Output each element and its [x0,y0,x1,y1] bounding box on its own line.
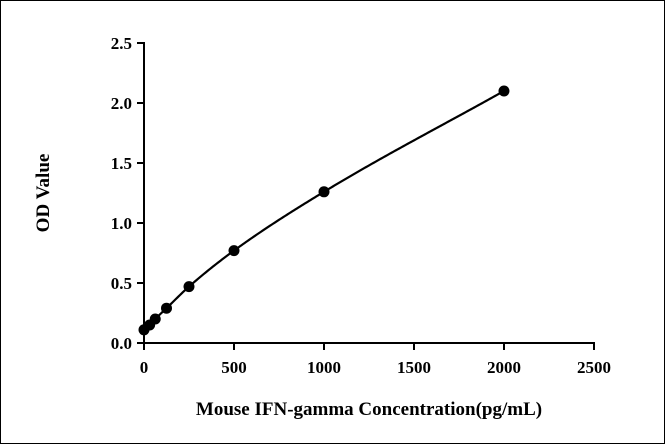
y-tick-label: 1.5 [111,154,132,173]
fit-curve [143,90,505,331]
curve-layer [143,90,505,331]
points-layer [138,85,510,336]
data-point [149,313,161,325]
axes [143,42,595,344]
y-tick-label: 1.0 [111,214,132,233]
y-tick-label: 2.0 [111,94,132,113]
x-tick-label: 2500 [577,358,611,377]
y-tick-label: 2.5 [111,34,132,53]
x-tick-label: 500 [221,358,247,377]
x-tick-label: 1000 [307,358,341,377]
data-point [318,186,330,198]
data-point [498,85,510,97]
ticks: 0.0 0.5 1.0 1.5 2.0 2.5 0 500 1000 1500 2000 2500 [111,34,611,377]
data-point [161,302,172,314]
y-tick-label: 0.5 [111,274,132,293]
x-tick-label: 2000 [487,358,521,377]
y-tick-label: 0.0 [111,334,132,353]
x-tick-label: 1500 [397,358,431,377]
x-tick-label: 0 [140,358,149,377]
x-axis-title: Mouse IFN-gamma Concentration(pg/mL) [196,399,542,420]
y-axis-title: OD Value [33,154,54,233]
data-point [228,245,240,257]
data-point [183,281,195,293]
